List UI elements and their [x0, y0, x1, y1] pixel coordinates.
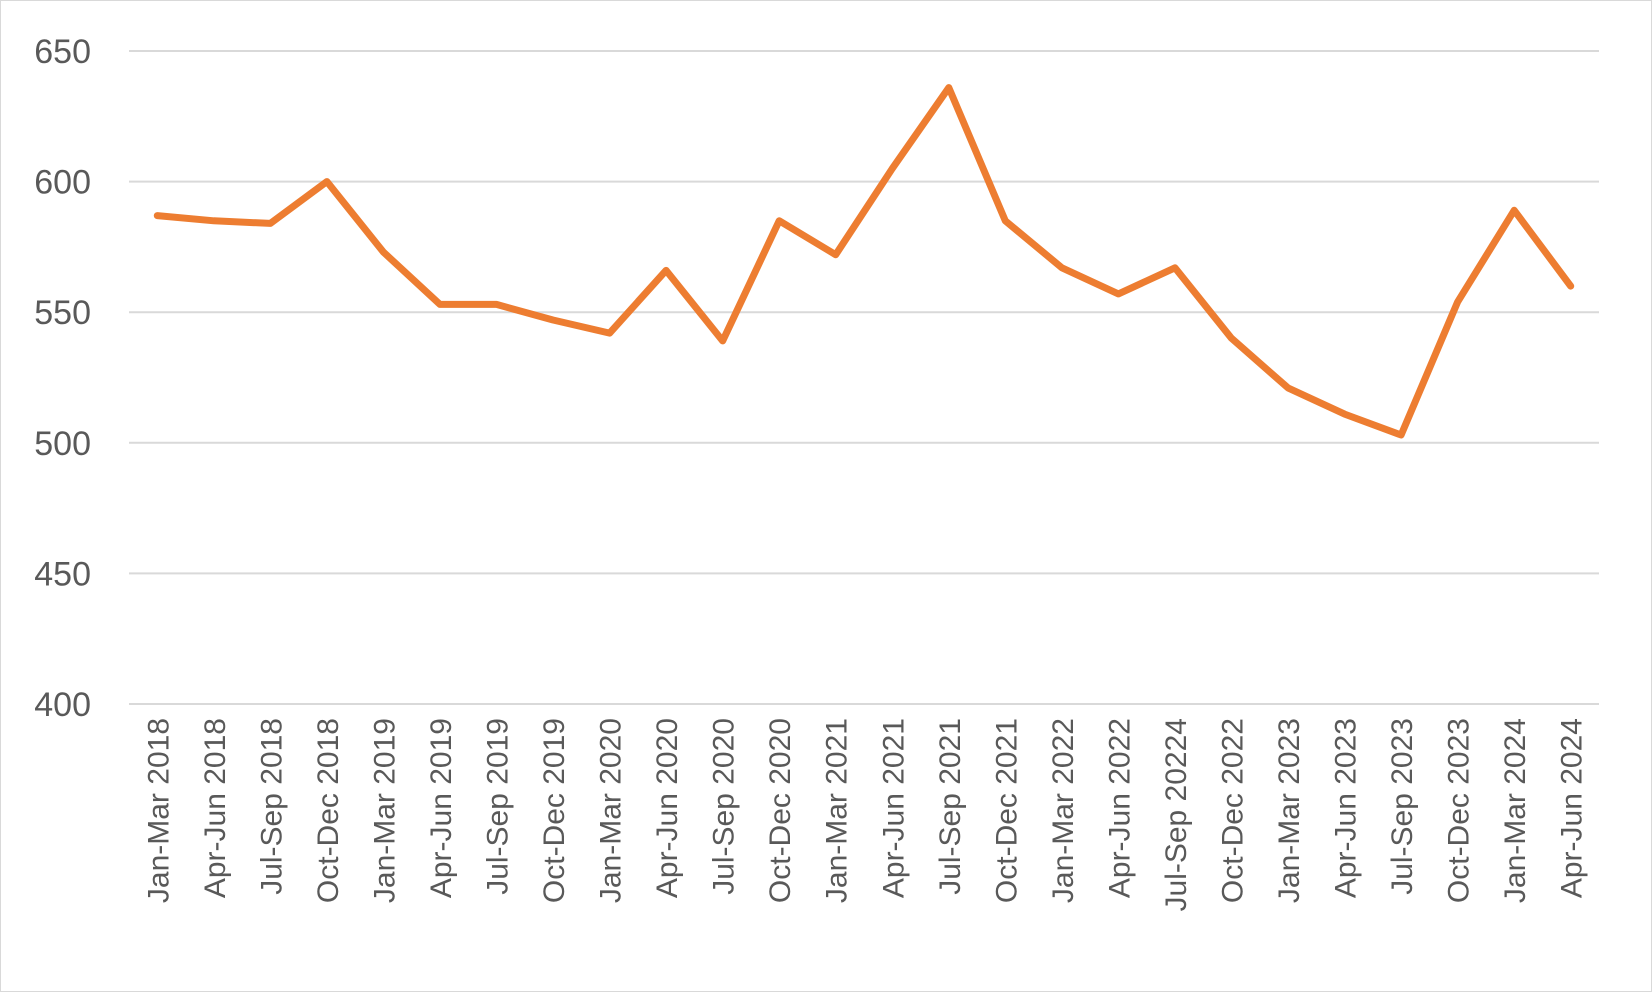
x-tick-label: Oct-Dec 2020: [764, 718, 797, 903]
x-tick-label: Apr-Jun 2019: [425, 718, 458, 898]
series-line: [153, 84, 1575, 439]
y-axis-ticks: 400 450 500 550 600 650: [34, 33, 91, 724]
x-tick-label: Jul-Sep 2023: [1386, 718, 1419, 895]
x-tick-label: Oct-Dec 2018: [312, 718, 345, 903]
x-tick-label: Apr-Jun 2022: [1103, 718, 1136, 898]
x-tick-label: Apr-Jun 2020: [651, 718, 684, 898]
x-tick-label: Jan-Mar 2020: [595, 718, 628, 903]
x-tick-label: Apr-Jun 2018: [199, 718, 232, 898]
x-tick-label: Jul-Sep 20224: [1160, 718, 1193, 911]
x-tick-label: Apr-Jun 2024: [1556, 718, 1589, 898]
x-tick-label: Oct-Dec 2021: [990, 718, 1023, 903]
y-tick-label: 400: [34, 686, 91, 724]
y-tick-label: 650: [34, 33, 91, 71]
y-tick-label: 600: [34, 164, 91, 202]
x-tick-label: Jan-Mar 2018: [142, 718, 175, 903]
x-tick-label: Oct-Dec 2022: [1217, 718, 1250, 903]
x-tick-label: Jul-Sep 2018: [255, 718, 288, 895]
x-tick-label: Apr-Jun 2021: [877, 718, 910, 898]
x-tick-label: Jan-Mar 2023: [1273, 718, 1306, 903]
x-tick-label: Jan-Mar 2021: [821, 718, 854, 903]
x-tick-label: Oct-Dec 2023: [1443, 718, 1476, 903]
x-tick-label: Jan-Mar 2019: [368, 718, 401, 903]
x-tick-label: Jan-Mar 2024: [1499, 718, 1532, 903]
x-tick-label: Jul-Sep 2021: [934, 718, 967, 895]
x-tick-label: Jan-Mar 2022: [1047, 718, 1080, 903]
series-layer: [153, 84, 1575, 439]
y-tick-label: 550: [34, 294, 91, 332]
x-tick-label: Jul-Sep 2019: [482, 718, 515, 895]
y-tick-label: 450: [34, 555, 91, 593]
y-tick-label: 500: [34, 425, 91, 463]
x-tick-label: Oct-Dec 2019: [538, 718, 571, 903]
x-tick-label: Jul-Sep 2020: [708, 718, 741, 895]
x-tick-label: Apr-Jun 2023: [1330, 718, 1363, 898]
gridlines: [129, 50, 1599, 705]
x-axis-ticks: Jan-Mar 2018 Apr-Jun 2018 Jul-Sep 2018 Oct-…: [142, 718, 1588, 911]
